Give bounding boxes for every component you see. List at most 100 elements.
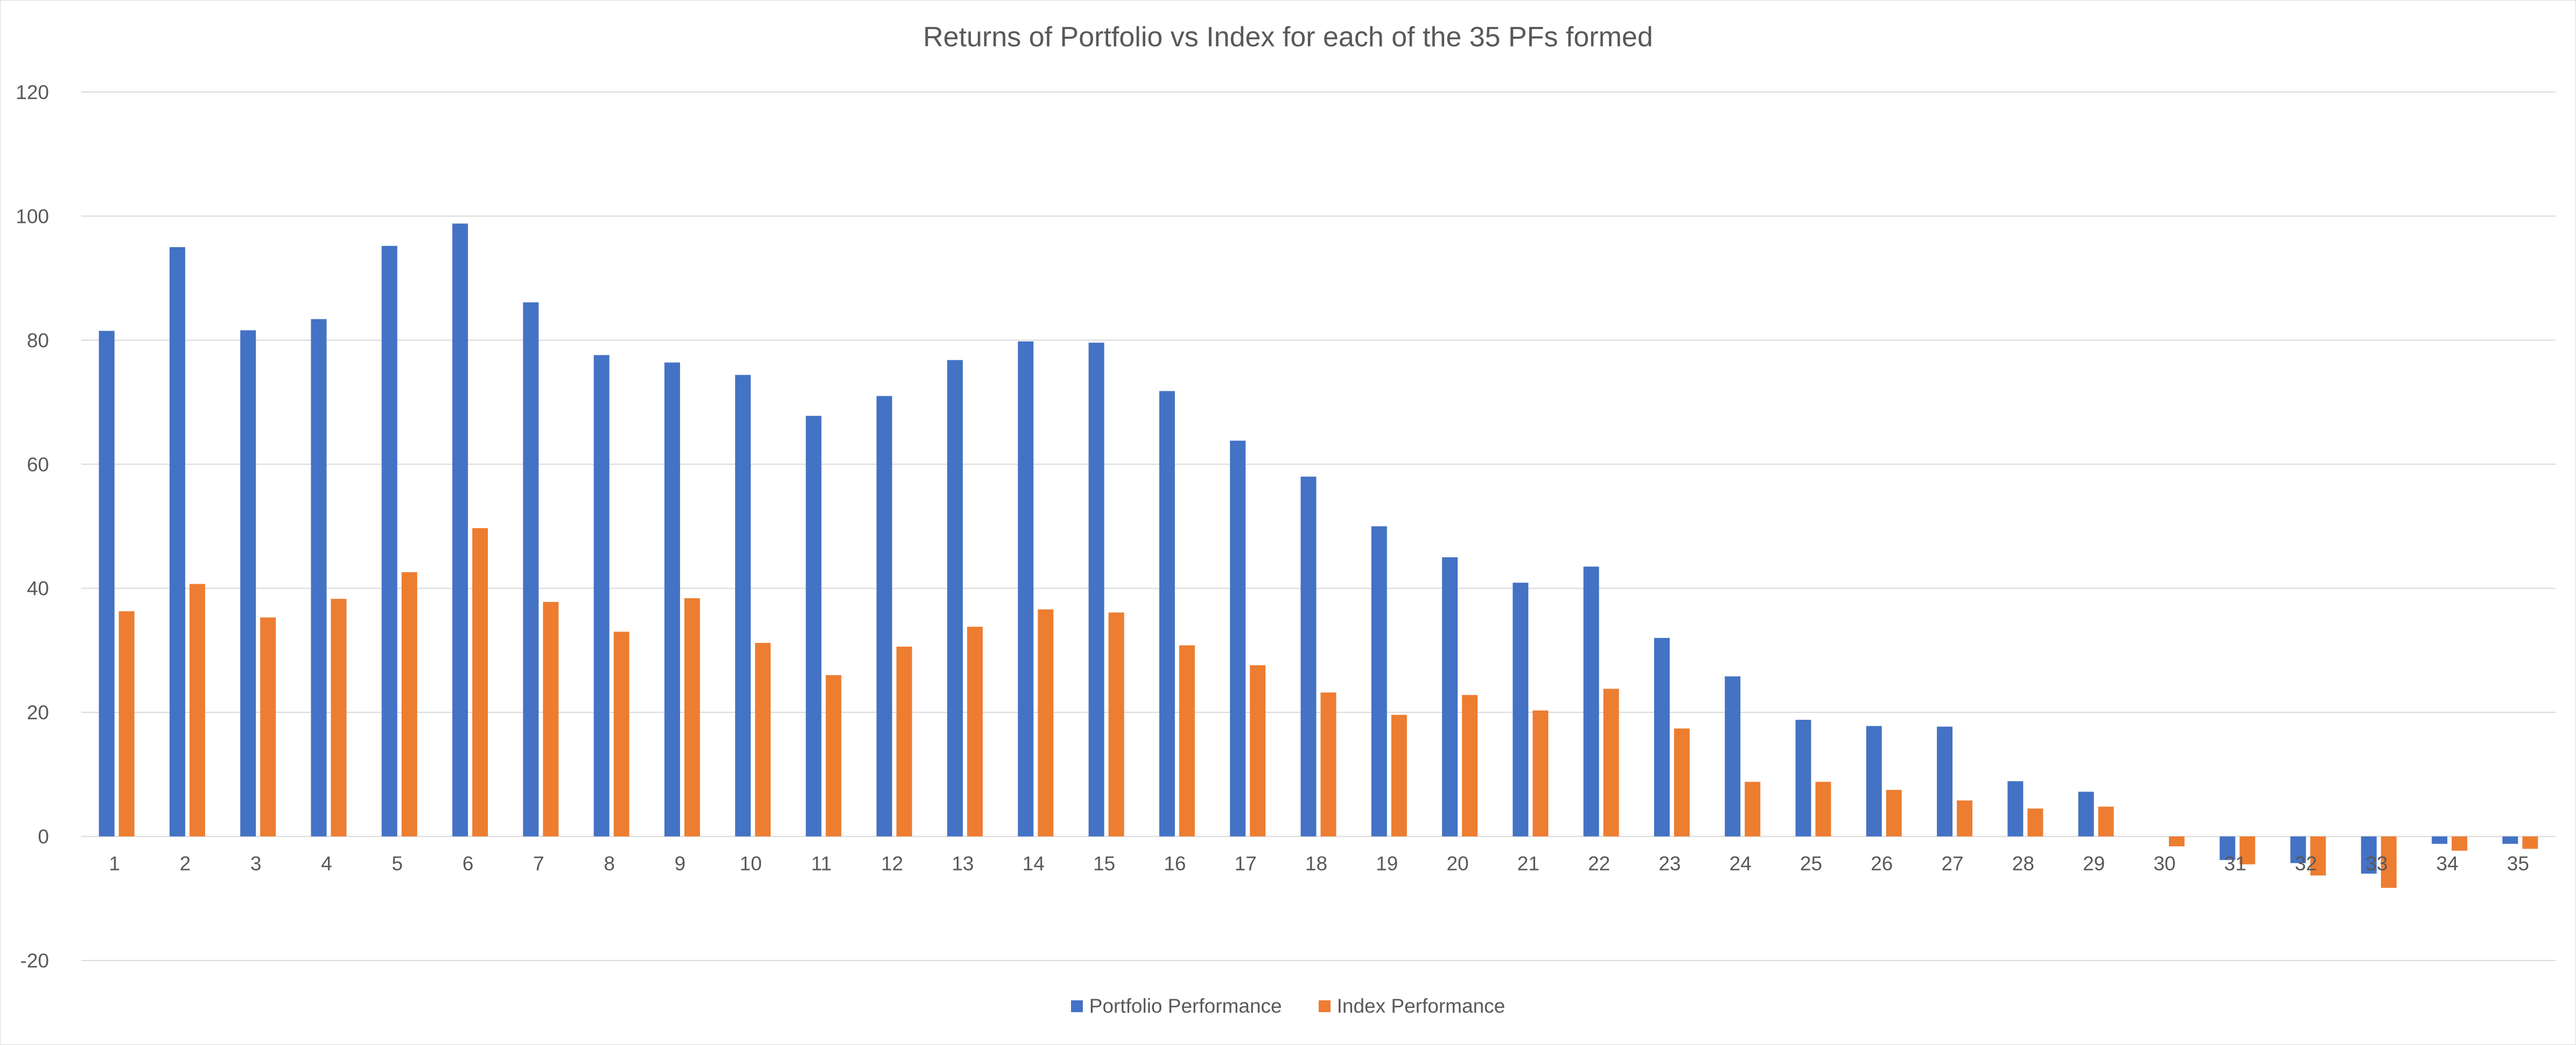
portfolio-bar-8 <box>593 355 610 837</box>
x-tick-label: 10 <box>740 853 762 875</box>
y-tick-label: 80 <box>27 329 49 352</box>
x-tick-label: 15 <box>1093 853 1115 875</box>
portfolio-bar-10 <box>735 375 751 837</box>
index-bar-19 <box>1391 714 1407 837</box>
portfolio-bar-33 <box>2361 836 2377 874</box>
index-bar-7 <box>543 602 559 837</box>
portfolio-bar-28 <box>2007 781 2024 837</box>
legend-swatch-index <box>1318 1000 1331 1012</box>
portfolio-bar-18 <box>1300 476 1317 837</box>
y-tick-label: 60 <box>27 453 49 475</box>
x-tick-label: 30 <box>2153 853 2175 875</box>
index-bar-21 <box>1532 710 1549 837</box>
index-bar-17 <box>1250 665 1266 837</box>
x-tick-label: 26 <box>1871 853 1893 875</box>
x-tick-label: 20 <box>1446 853 1468 875</box>
index-bar-29 <box>2098 806 2114 837</box>
x-tick-label: 29 <box>2083 853 2105 875</box>
x-tick-label: 2 <box>180 853 191 875</box>
index-bar-9 <box>684 598 700 837</box>
portfolio-bar-9 <box>664 362 680 837</box>
x-tick-label: 5 <box>391 853 403 875</box>
portfolio-bar-22 <box>1583 566 1599 837</box>
x-tick-label: 13 <box>951 853 974 875</box>
x-tick-label: 27 <box>1941 853 1963 875</box>
x-tick-label: 32 <box>2295 853 2317 875</box>
index-bar-35 <box>2522 836 2538 849</box>
legend-item-index: Index Performance <box>1318 995 1505 1018</box>
index-bar-33 <box>2381 836 2397 888</box>
index-bar-32 <box>2310 836 2326 876</box>
portfolio-bar-24 <box>1725 676 1741 837</box>
index-bar-12 <box>896 647 912 837</box>
y-tick-label: -20 <box>20 950 49 972</box>
y-tick-label: 0 <box>38 826 49 848</box>
portfolio-bar-5 <box>381 246 397 837</box>
y-tick-labels: -20 0 20 40 60 80 100 120 <box>16 81 49 972</box>
portfolio-bar-17 <box>1230 440 1246 837</box>
x-tick-label: 9 <box>675 853 686 875</box>
index-bar-25 <box>1815 782 1831 837</box>
x-tick-label: 28 <box>2012 853 2034 875</box>
portfolio-bar-21 <box>1513 583 1529 837</box>
portfolio-bar-20 <box>1442 557 1458 837</box>
portfolio-bar-23 <box>1654 637 1670 837</box>
x-tick-label: 11 <box>811 853 831 875</box>
portfolio-bar-7 <box>523 302 539 837</box>
portfolio-bar-32 <box>2290 836 2306 864</box>
portfolio-bar-25 <box>1795 719 1811 837</box>
x-tick-label: 16 <box>1164 853 1186 875</box>
x-tick-label: 17 <box>1235 853 1257 875</box>
x-tick-label: 7 <box>533 853 544 875</box>
y-tick-label: 120 <box>16 81 49 103</box>
index-bar-13 <box>967 627 983 837</box>
y-tick-label: 40 <box>27 578 49 600</box>
index-bar-11 <box>825 675 842 837</box>
legend-item-portfolio: Portfolio Performance <box>1070 995 1282 1018</box>
x-tick-label: 1 <box>109 853 120 875</box>
portfolio-bar-11 <box>806 416 822 837</box>
index-bar-14 <box>1038 609 1054 837</box>
index-bar-27 <box>1957 800 1973 837</box>
index-bar-8 <box>613 632 629 837</box>
x-tick-label: 23 <box>1658 853 1681 875</box>
portfolio-bar-14 <box>1018 341 1034 837</box>
index-bar-3 <box>260 617 276 837</box>
index-bar-31 <box>2239 836 2256 865</box>
portfolio-bar-3 <box>240 330 256 837</box>
x-tick-label: 12 <box>881 853 903 875</box>
x-tick-label: 14 <box>1023 853 1045 875</box>
bars <box>99 223 2538 888</box>
x-tick-label: 8 <box>604 853 615 875</box>
index-bar-2 <box>189 584 205 837</box>
legend: Portfolio Performance Index Performance <box>1 995 2575 1018</box>
portfolio-bar-2 <box>169 247 185 837</box>
index-bar-20 <box>1462 695 1478 837</box>
index-bar-4 <box>331 599 347 837</box>
x-tick-label: 34 <box>2436 853 2458 875</box>
x-tick-label: 3 <box>250 853 262 875</box>
index-bar-18 <box>1320 692 1336 837</box>
portfolio-bar-34 <box>2432 836 2448 844</box>
chart-title: Returns of Portfolio vs Index for each o… <box>923 22 1653 53</box>
x-tick-label: 21 <box>1517 853 1539 875</box>
index-bar-16 <box>1179 645 1195 837</box>
portfolio-bar-19 <box>1371 526 1387 837</box>
portfolio-bar-6 <box>452 223 468 837</box>
index-bar-5 <box>401 572 417 837</box>
portfolio-bar-13 <box>947 360 963 837</box>
legend-swatch-portfolio <box>1070 1000 1083 1012</box>
portfolio-bar-35 <box>2502 836 2518 844</box>
portfolio-bar-16 <box>1159 391 1175 837</box>
portfolio-bar-29 <box>2078 791 2094 837</box>
x-tick-label: 25 <box>1800 853 1822 875</box>
x-tick-label: 31 <box>2224 853 2246 875</box>
index-bar-28 <box>2027 808 2043 837</box>
index-bar-23 <box>1674 728 1690 837</box>
portfolio-bar-15 <box>1088 342 1104 837</box>
portfolio-bar-4 <box>311 319 327 837</box>
index-bar-1 <box>118 611 135 837</box>
portfolio-bar-1 <box>99 331 115 837</box>
index-bar-6 <box>472 528 488 837</box>
